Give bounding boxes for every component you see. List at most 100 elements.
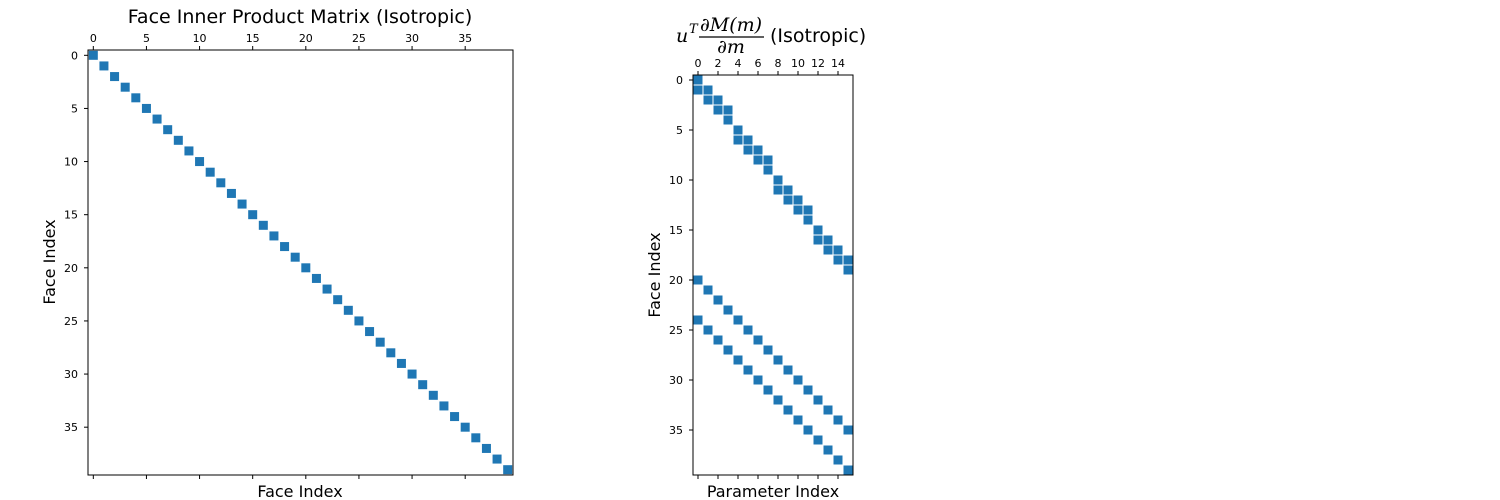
chart1-xtick-label-20: 20 [299,32,313,45]
chart1-x-ticks: 0 5 10 15 20 25 30 35 [90,32,472,479]
chart2-ytick-label-35: 35 [669,424,683,437]
chart1-nonzero-r13-c13 [226,188,236,198]
chart2-nonzero-r29-c5 [743,365,753,375]
chart2-nonzero-r35-c11 [803,425,813,435]
chart2-nonzero-r26-c2 [713,335,723,345]
chart2-nonzero-r38-c14 [833,455,843,465]
chart2-nonzero-r30-c6 [753,375,763,385]
chart2-nonzero-r13-c10 [793,205,803,215]
chart2-nonzero-r28-c4 [733,355,743,365]
chart2-nonzero-r22-c2 [713,295,723,305]
chart1-ytick-label-20: 20 [64,262,78,275]
chart2-ytick-label-25: 25 [669,324,683,337]
chart2-nonzero-r17-c14 [833,245,843,255]
chart1-nonzero-r14-c14 [237,199,247,209]
chart2-nonzero-r6-c5 [743,135,753,145]
chart2-nonzero-r6-c4 [733,135,743,145]
chart2-nonzero-r33-c9 [783,405,793,415]
chart2-nonzero-r16-c12 [813,235,823,245]
chart2-nonzero-r18-c14 [833,255,843,265]
chart-derivative-matrix: u T ∂M(m) ∂m (Isotropic) 0 2 4 6 8 10 12 14 0 5 1… [645,14,866,500]
chart2-nonzero-r7-c6 [753,145,763,155]
chart2-title-sup: T [689,22,699,37]
chart2-ytick-label-0: 0 [676,74,683,87]
chart1-nonzero-r21-c21 [311,273,321,283]
chart1-nonzero-r19-c19 [290,252,300,262]
chart1-ytick-label-0: 0 [71,49,78,62]
chart2-nonzero-r5-c4 [733,125,743,135]
chart2-nonzero-r18-c15 [843,255,853,265]
chart1-nonzero-r24-c24 [343,305,353,315]
chart1-nonzero-r20-c20 [301,263,311,273]
chart2-title: u T ∂M(m) ∂m (Isotropic) [676,14,866,58]
chart2-nonzero-r2-c1 [703,95,713,105]
chart1-xtick-label-15: 15 [246,32,260,45]
chart2-ytick-label-15: 15 [669,224,683,237]
chart2-marks [693,75,853,475]
chart2-nonzero-r25-c1 [703,325,713,335]
chart2-frame [692,74,854,476]
chart2-nonzero-r16-c13 [823,235,833,245]
chart1-ytick-label-15: 15 [64,209,78,222]
chart1-nonzero-r12-c12 [216,178,226,188]
chart1-nonzero-r18-c18 [280,242,290,252]
chart2-nonzero-r12-c9 [783,195,793,205]
chart2-xlabel: Parameter Index [707,482,839,500]
chart2-nonzero-r36-c12 [813,435,823,445]
chart1-nonzero-r32-c32 [428,390,438,400]
chart1-nonzero-r10-c10 [195,157,205,167]
chart2-nonzero-r21-c1 [703,285,713,295]
chart2-nonzero-r11-c9 [783,185,793,195]
chart1-xtick-label-25: 25 [352,32,366,45]
chart2-nonzero-r10-c8 [773,175,783,185]
chart1-nonzero-r31-c31 [418,380,428,390]
chart2-x-ticks: 0 2 4 6 8 10 12 14 [695,57,845,479]
chart2-nonzero-r32-c8 [773,395,783,405]
chart1-nonzero-r35-c35 [460,422,470,432]
chart2-nonzero-r19-c15 [843,265,853,275]
chart1-xtick-label-35: 35 [458,32,472,45]
chart1-nonzero-r6-c6 [152,114,162,124]
chart2-nonzero-r26-c6 [753,335,763,345]
chart2-ytick-label-5: 5 [676,124,683,137]
chart2-nonzero-r20-c0 [693,275,703,285]
chart2-nonzero-r32-c12 [813,395,823,405]
chart2-nonzero-r25-c5 [743,325,753,335]
chart1-nonzero-r3-c3 [120,82,130,92]
chart1-nonzero-r9-c9 [184,146,194,156]
chart1-nonzero-r39-c39 [503,465,513,475]
chart2-ytick-label-20: 20 [669,274,683,287]
chart1-nonzero-r37-c37 [481,443,491,453]
chart1-nonzero-r26-c26 [365,327,375,337]
chart2-nonzero-r4-c3 [723,115,733,125]
chart1-nonzero-r28-c28 [386,348,396,358]
chart1-nonzero-r17-c17 [269,231,279,241]
chart2-xtick-label-4: 4 [735,57,742,70]
chart2-nonzero-r1-c1 [703,85,713,95]
chart1-nonzero-r22-c22 [322,284,332,294]
chart1-nonzero-r1-c1 [99,61,109,71]
chart1-nonzero-r27-c27 [375,337,385,347]
chart1-marks [88,50,513,475]
chart2-title-numerator: ∂M(m) [700,14,762,36]
chart2-nonzero-r24-c4 [733,315,743,325]
chart1-ytick-label-35: 35 [64,421,78,434]
chart1-xtick-label-5: 5 [143,32,150,45]
chart2-y-ticks: 0 5 10 15 20 25 30 35 [669,74,693,437]
chart1-xlabel: Face Index [257,482,342,500]
chart2-nonzero-r30-c10 [793,375,803,385]
chart2-nonzero-r11-c8 [773,185,783,195]
chart2-xtick-label-2: 2 [715,57,722,70]
chart2-xtick-label-0: 0 [695,57,702,70]
chart2-xtick-label-8: 8 [775,57,782,70]
chart1-nonzero-r36-c36 [471,433,481,443]
chart2-nonzero-r3-c2 [713,105,723,115]
chart2-nonzero-r8-c7 [763,155,773,165]
chart2-nonzero-r35-c15 [843,425,853,435]
chart2-nonzero-r37-c13 [823,445,833,455]
chart1-nonzero-r16-c16 [258,220,268,230]
chart2-nonzero-r34-c14 [833,415,843,425]
chart2-nonzero-r27-c7 [763,345,773,355]
chart1-nonzero-r34-c34 [450,412,460,422]
